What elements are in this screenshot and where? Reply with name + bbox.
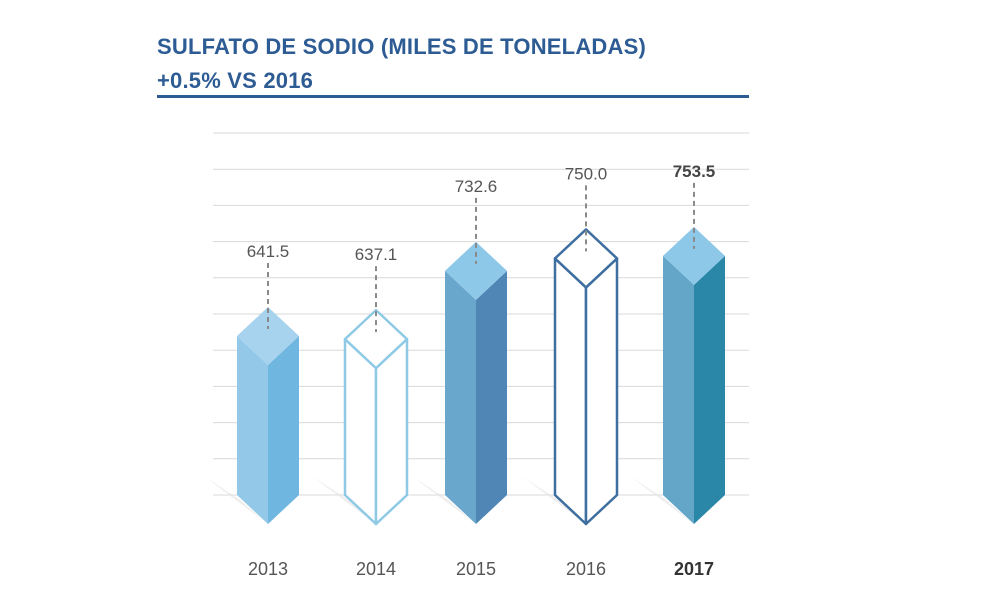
bar-top-face (343, 308, 409, 370)
bar-front-face (445, 270, 476, 524)
bar-top-face (663, 226, 725, 285)
value-label: 637.1 (355, 245, 398, 264)
bar-front-face (343, 337, 378, 526)
value-label: 753.5 (673, 162, 716, 181)
bar-shadow (523, 477, 586, 524)
bar-front-face (237, 336, 268, 524)
chart-subtitle: +0.5% VS 2016 (157, 68, 314, 93)
value-label: 750.0 (565, 164, 608, 183)
bar-shadow (631, 477, 694, 524)
chart-title: SULFATO DE SODIO (MILES DE TONELADAS) (157, 34, 646, 59)
bar-shadow (205, 477, 268, 524)
bar-side-face (268, 336, 299, 524)
bar-top-face (553, 228, 619, 289)
bar-2015: 732.6 2015 (413, 177, 507, 579)
bar-front-face (553, 257, 588, 526)
bar-shadow (313, 477, 376, 524)
bar-side-face (374, 337, 409, 526)
category-label: 2017 (674, 559, 714, 579)
bar-top-face (445, 241, 507, 300)
bar-side-face (584, 257, 619, 526)
category-label: 2016 (566, 559, 606, 579)
title-underline (157, 95, 749, 98)
bar-front-face (663, 255, 694, 525)
bars-group: 641.5 2013 637.1 2014 732.6 2015 750.0 2016 753.… (205, 162, 725, 579)
bar-side-face (694, 255, 725, 525)
bar-side-face (476, 270, 507, 524)
bar-2013: 641.5 2013 (205, 242, 299, 579)
bar-top-face (237, 307, 299, 365)
bar-shadow (413, 477, 476, 524)
value-label: 641.5 (247, 242, 290, 261)
bar-2014: 637.1 2014 (313, 245, 409, 579)
category-label: 2014 (356, 559, 396, 579)
value-label: 732.6 (455, 177, 498, 196)
bar-2016: 750.0 2016 (523, 164, 619, 579)
category-label: 2015 (456, 559, 496, 579)
bar-2017: 753.5 2017 (631, 162, 725, 579)
chart-title-block: SULFATO DE SODIO (MILES DE TONELADAS) +0… (157, 30, 749, 98)
category-label: 2013 (248, 559, 288, 579)
